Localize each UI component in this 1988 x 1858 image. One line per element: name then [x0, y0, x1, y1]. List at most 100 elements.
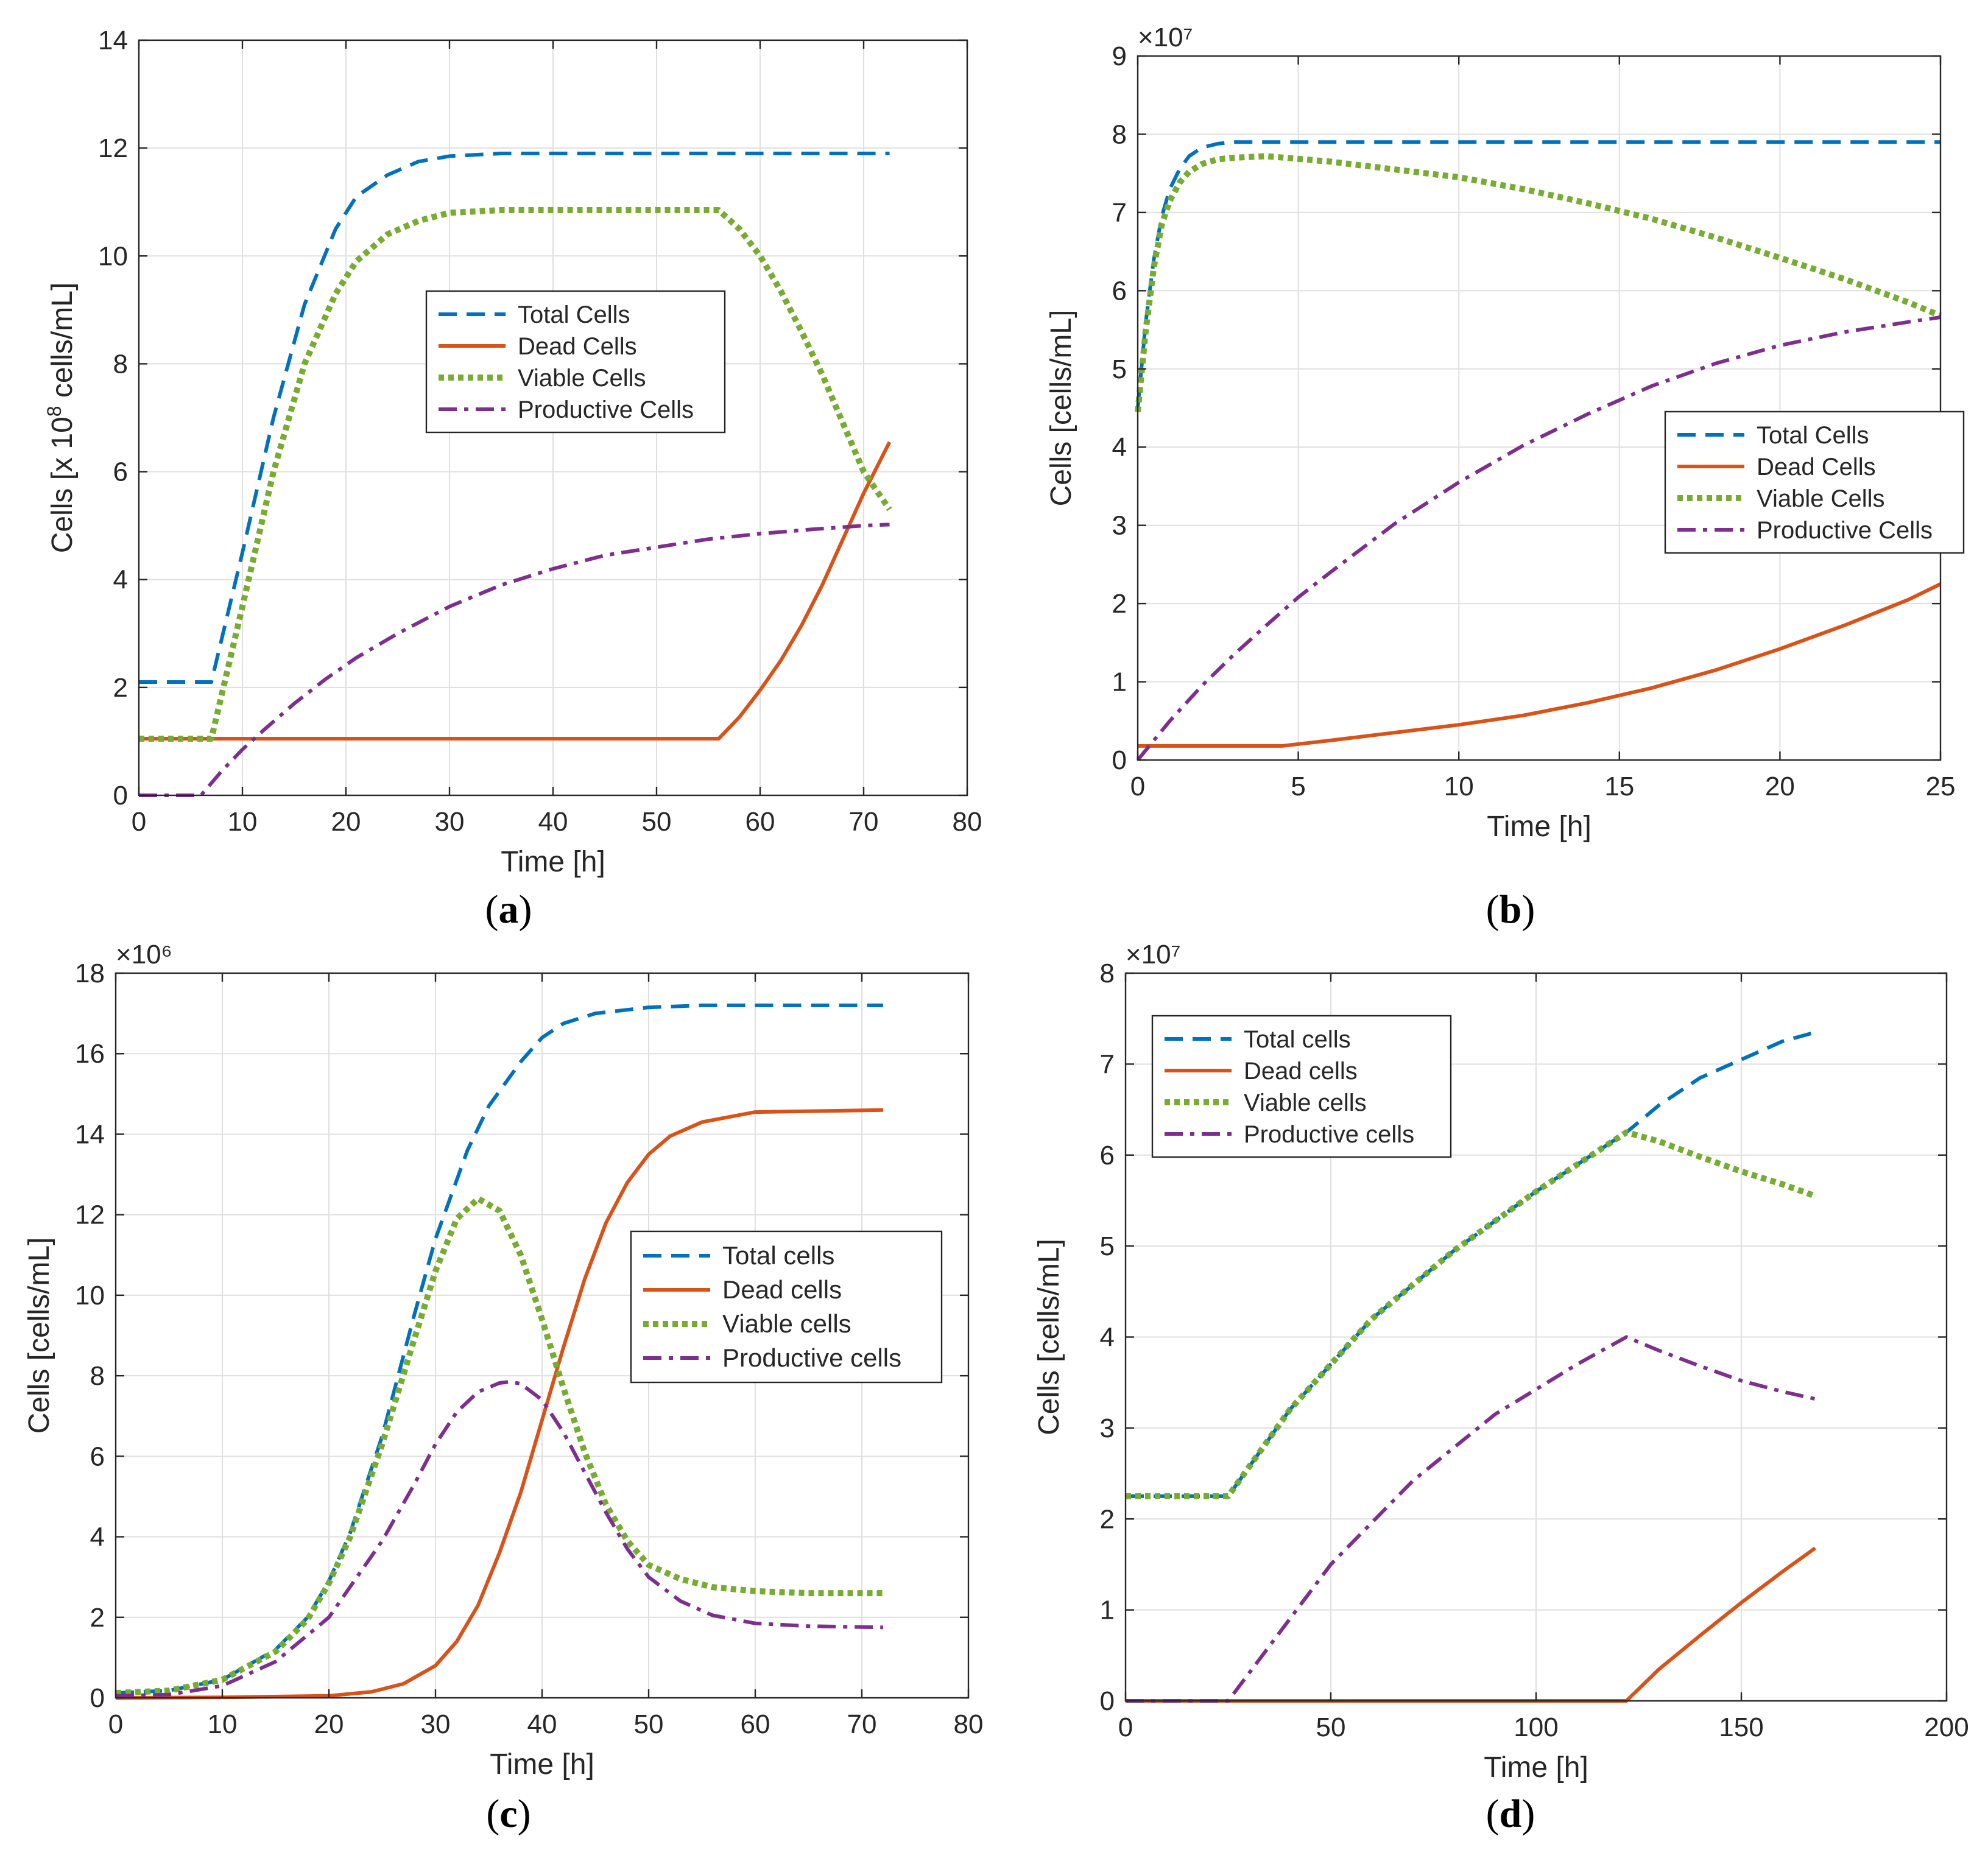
legend-label-productive: Productive cells [722, 1343, 901, 1372]
y-tick-label: 5 [1112, 354, 1127, 384]
chart-panel-d: 0 50 100 150 200 0 1 2 3 4 5 6 7 8 ×10⁷ Time [h] Cells [… [1033, 940, 1969, 1836]
y-axis-label: Cells [x 108 cells/mL] [43, 283, 79, 554]
y-tick-label: 2 [113, 673, 128, 703]
plot-area [1138, 56, 1940, 760]
x-tick-label: 0 [132, 807, 146, 837]
y-axis-label: Cells [cells/mL] [1033, 1239, 1065, 1435]
y-tick-label: 4 [113, 565, 128, 595]
x-tick-label: 50 [634, 1709, 664, 1739]
series-line-total [139, 152, 890, 684]
y-axis-label: Cells [cells/mL] [23, 1237, 55, 1434]
y-tick-label: 2 [1112, 589, 1127, 619]
legend-label-dead: Dead cells [1244, 1058, 1358, 1085]
x-tick-label: 30 [435, 807, 465, 837]
y-tick-label: 14 [75, 1119, 105, 1149]
x-tick-label: 10 [208, 1709, 238, 1739]
y-tick-label: 0 [90, 1683, 105, 1713]
axes-frame [1137, 55, 1942, 761]
series-group [115, 1003, 884, 1700]
y-tick-label: 6 [1112, 276, 1127, 306]
x-tick-label: 70 [847, 1709, 877, 1739]
x-tick-label: 80 [954, 1709, 984, 1739]
x-tick-label: 50 [642, 807, 672, 837]
x-tick-label: 60 [741, 1709, 770, 1739]
x-tick-label: 60 [745, 807, 775, 837]
panel-label: (a) [485, 887, 532, 932]
y-tick-label: 6 [113, 457, 128, 487]
panel-label: (b) [1486, 887, 1535, 932]
legend-label-total: Total Cells [518, 301, 630, 328]
x-tick-label: 40 [538, 807, 568, 837]
x-tick-label: 40 [527, 1709, 557, 1739]
x-tick-label: 80 [953, 807, 982, 837]
x-tick-label: 20 [314, 1709, 344, 1739]
y-tick-label: 2 [1100, 1504, 1115, 1534]
x-tick-label: 50 [1316, 1712, 1346, 1742]
legend-label-productive: Productive Cells [518, 396, 694, 423]
axis-multiplier: ×10⁷ [1126, 940, 1181, 969]
legend-label-viable: Viable cells [722, 1309, 851, 1338]
x-tick-label: 25 [1926, 772, 1956, 801]
x-tick-label: 20 [1765, 772, 1795, 801]
x-tick-label: 0 [108, 1709, 123, 1739]
legend-label-viable: Viable cells [1244, 1089, 1367, 1116]
y-tick-label: 3 [1112, 511, 1127, 541]
y-tick-label: 12 [98, 133, 128, 163]
series-line-productive [139, 523, 890, 797]
legend: Total cells Dead cells Viable cells Product… [1151, 1015, 1452, 1158]
y-tick-label: 9 [1112, 41, 1127, 71]
x-axis-label: Time [h] [1484, 1751, 1588, 1784]
y-tick-label: 7 [1112, 198, 1127, 228]
series-line-viable [115, 1195, 883, 1697]
x-tick-label: 200 [1924, 1712, 1969, 1742]
chart-panel-b: 0 5 10 15 20 25 0 1 2 3 4 5 6 7 8 9 ×10⁷ Time [h] Cells [c… [1045, 23, 1965, 932]
y-tick-label: 12 [75, 1200, 105, 1230]
legend-label-dead: Dead cells [722, 1275, 842, 1304]
y-tick-label: 3 [1100, 1413, 1115, 1443]
series-line-productive [115, 1380, 884, 1698]
y-axis-label: Cells [cells/mL] [1045, 310, 1077, 507]
legend-label-total: Total cells [722, 1241, 834, 1270]
x-tick-label: 10 [1444, 772, 1474, 801]
chart-panel-a: 0 10 20 30 40 50 60 70 80 0 2 4 6 8 10 12 14 Time [h] Cell… [43, 26, 982, 932]
y-tick-label: 8 [90, 1361, 105, 1391]
legend-label-productive: Productive cells [1244, 1121, 1414, 1148]
y-tick-label: 4 [1100, 1323, 1115, 1353]
series-line-dead [115, 1108, 884, 1700]
x-tick-label: 10 [228, 807, 258, 837]
series-line-dead [139, 441, 892, 741]
y-tick-label: 2 [90, 1603, 105, 1633]
legend: Total cells Dead cells Viable cells Product… [630, 1230, 943, 1384]
legend: Total Cells Dead Cells Viable Cells Product… [1664, 410, 1965, 554]
series-line-total [1126, 1030, 1816, 1498]
legend: Total Cells Dead Cells Viable Cells Product… [425, 290, 726, 434]
x-tick-label: 100 [1514, 1712, 1558, 1742]
series-line-productive [1136, 315, 1941, 761]
x-tick-label: 30 [421, 1709, 451, 1739]
y-tick-label: 0 [1100, 1686, 1115, 1716]
series-line-total [1136, 140, 1940, 409]
y-tick-label: 6 [90, 1441, 105, 1471]
chart-panel-c: 0 10 20 30 40 50 60 70 80 0 2 4 6 8 10 12 14 16 18 ×10⁶ Time… [23, 940, 983, 1836]
x-tick-label: 0 [1118, 1712, 1133, 1742]
legend-label-productive: Productive Cells [1757, 517, 1933, 544]
x-tick-label: 0 [1130, 772, 1145, 801]
panel-label: (c) [486, 1792, 530, 1836]
series-line-viable [1135, 153, 1942, 412]
series-group [139, 152, 892, 797]
legend-label-dead: Dead Cells [1757, 454, 1876, 480]
x-axis-label: Time [h] [1487, 811, 1591, 843]
x-tick-label: 20 [331, 807, 361, 837]
x-tick-label: 70 [849, 807, 879, 837]
legend-label-total: Total cells [1244, 1026, 1351, 1053]
legend-label-viable: Viable Cells [1757, 485, 1885, 512]
y-tick-label: 0 [113, 781, 128, 811]
series-line-viable [139, 207, 892, 742]
x-tick-label: 5 [1291, 772, 1305, 801]
x-axis-label: Time [h] [490, 1748, 594, 1781]
y-tick-label: 10 [98, 241, 128, 271]
y-tick-label: 5 [1100, 1231, 1115, 1261]
y-tick-label: 14 [98, 26, 128, 55]
panel-label: (d) [1486, 1792, 1535, 1836]
